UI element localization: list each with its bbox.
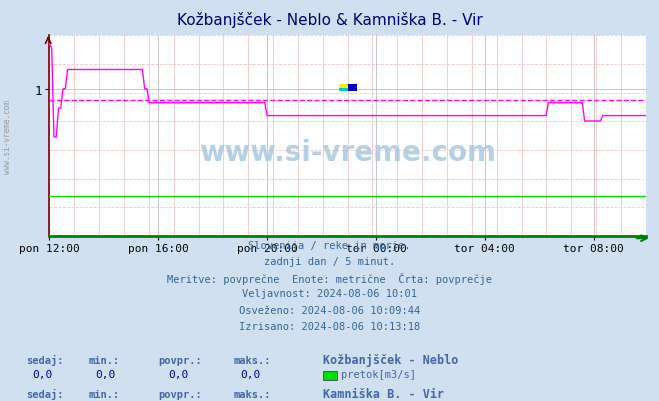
Text: Kožbanjšček - Neblo & Kamniška B. - Vir: Kožbanjšček - Neblo & Kamniška B. - Vir: [177, 12, 482, 28]
FancyBboxPatch shape: [339, 88, 357, 92]
Text: maks.:: maks.:: [234, 389, 272, 399]
Text: Osveženo: 2024-08-06 10:09:44: Osveženo: 2024-08-06 10:09:44: [239, 305, 420, 315]
Text: min.:: min.:: [89, 355, 120, 365]
Text: www.si-vreme.com: www.si-vreme.com: [199, 138, 496, 166]
FancyBboxPatch shape: [339, 85, 357, 92]
Text: Veljavnost: 2024-08-06 10:01: Veljavnost: 2024-08-06 10:01: [242, 289, 417, 299]
Text: 0,0: 0,0: [33, 369, 53, 379]
Text: sedaj:: sedaj:: [26, 388, 64, 399]
Text: Kamniška B. - Vir: Kamniška B. - Vir: [323, 387, 444, 400]
Text: Meritve: povprečne  Enote: metrične  Črta: povprečje: Meritve: povprečne Enote: metrične Črta:…: [167, 273, 492, 285]
Text: Izrisano: 2024-08-06 10:13:18: Izrisano: 2024-08-06 10:13:18: [239, 321, 420, 331]
Text: povpr.:: povpr.:: [158, 355, 202, 365]
Text: zadnji dan / 5 minut.: zadnji dan / 5 minut.: [264, 257, 395, 267]
Text: povpr.:: povpr.:: [158, 389, 202, 399]
Text: www.si-vreme.com: www.si-vreme.com: [3, 99, 13, 173]
Text: 0,0: 0,0: [241, 369, 260, 379]
Text: maks.:: maks.:: [234, 355, 272, 365]
Text: sedaj:: sedaj:: [26, 354, 64, 365]
Text: 0,0: 0,0: [96, 369, 115, 379]
Text: pretok[m3/s]: pretok[m3/s]: [341, 369, 416, 379]
Text: Kožbanjšček - Neblo: Kožbanjšček - Neblo: [323, 353, 458, 366]
Text: 0,0: 0,0: [168, 369, 188, 379]
Text: min.:: min.:: [89, 389, 120, 399]
Text: Slovenija / reke in morje.: Slovenija / reke in morje.: [248, 241, 411, 251]
FancyBboxPatch shape: [348, 85, 357, 92]
